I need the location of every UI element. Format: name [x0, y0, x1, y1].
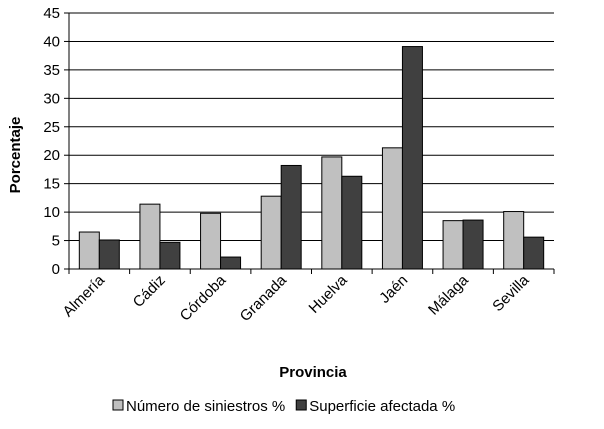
- x-tick-label: Córdoba: [177, 271, 230, 324]
- bar-siniestros: [200, 212, 222, 270]
- bar-siniestros: [321, 156, 343, 270]
- y-tick-label: 35: [43, 62, 60, 79]
- legend-label: Número de siniestros %: [126, 398, 285, 415]
- bar-siniestros: [260, 195, 282, 270]
- bar-siniestros: [78, 231, 100, 270]
- legend-swatch: [295, 399, 307, 411]
- bar-siniestros: [381, 147, 403, 270]
- y-tick-label: 10: [43, 204, 60, 221]
- y-tick-label: 5: [52, 233, 60, 250]
- bar-superficie: [220, 256, 242, 270]
- bar-superficie: [462, 219, 484, 270]
- y-tick-label: 25: [43, 119, 60, 136]
- y-tick-label: 45: [43, 5, 60, 22]
- y-tick-label: 40: [43, 33, 60, 50]
- bar-superficie: [401, 46, 423, 270]
- y-axis-ticks: 0 5 10 15 20 25 30 35 40 45: [43, 5, 69, 278]
- bar-siniestros: [442, 220, 464, 270]
- x-tick-label: Jaén: [376, 272, 411, 307]
- bar-siniestros: [139, 203, 161, 270]
- bar-superficie: [98, 239, 120, 270]
- y-tick-label: 30: [43, 90, 60, 107]
- y-tick-label: 15: [43, 176, 60, 193]
- x-axis-title: Provincia: [279, 364, 347, 381]
- legend: Número de siniestros % Superficie afectad…: [112, 398, 455, 415]
- x-tick-label: Almería: [60, 271, 109, 320]
- x-tick-label: Málaga: [425, 271, 472, 318]
- bar-superficie: [280, 164, 302, 270]
- bar-superficie: [341, 175, 363, 270]
- x-axis: Almería Cádiz Córdoba Granada Huelva Jaén Mála…: [60, 13, 555, 325]
- legend-label: Superficie afectada %: [309, 398, 455, 415]
- y-tick-label: 0: [52, 261, 60, 278]
- x-tick-label: Granada: [237, 271, 291, 325]
- y-axis-title: Porcentaje: [7, 117, 24, 194]
- x-tick-label: Sevilla: [489, 271, 533, 315]
- x-tick-label: Cádiz: [130, 272, 169, 311]
- bars: [78, 46, 545, 270]
- bar-siniestros: [503, 211, 525, 270]
- y-tick-label: 20: [43, 147, 60, 164]
- x-tick-label: Huelva: [306, 271, 352, 317]
- bar-superficie: [523, 236, 545, 270]
- bar-superficie: [159, 241, 181, 270]
- legend-swatch: [112, 399, 124, 411]
